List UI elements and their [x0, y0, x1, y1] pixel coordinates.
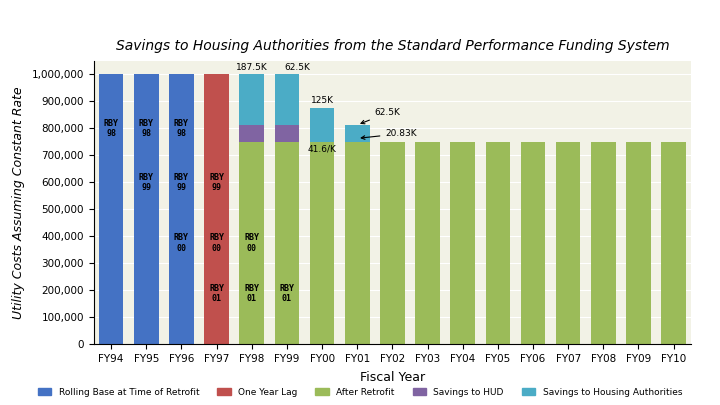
Text: RBY
00: RBY 00: [174, 233, 189, 253]
Bar: [169, 74, 194, 344]
Text: RBY
98: RBY 98: [174, 119, 189, 138]
Text: Cash Flows from Conservation Projects Using Standard PFS Funding: Cash Flows from Conservation Projects Us…: [0, 16, 720, 36]
Text: 41.6/K: 41.6/K: [307, 145, 336, 153]
Bar: [451, 142, 475, 344]
Bar: [345, 142, 369, 344]
Y-axis label: Utility Costs Assuming Constant Rate: Utility Costs Assuming Constant Rate: [12, 86, 24, 319]
Bar: [134, 74, 158, 344]
Text: RBY
00: RBY 00: [244, 233, 259, 253]
Bar: [99, 74, 124, 344]
Bar: [380, 142, 405, 344]
Bar: [521, 142, 545, 344]
Bar: [240, 142, 264, 344]
Text: 20.83K: 20.83K: [361, 129, 417, 139]
Bar: [626, 142, 651, 344]
Bar: [310, 142, 334, 344]
Bar: [415, 142, 440, 344]
Text: RBY
98: RBY 98: [104, 119, 119, 138]
Text: RBY
99: RBY 99: [174, 173, 189, 192]
Bar: [274, 142, 300, 344]
Text: RBY
01: RBY 01: [279, 284, 294, 303]
Bar: [240, 125, 264, 142]
Bar: [591, 142, 616, 344]
Text: 125K: 125K: [310, 96, 333, 105]
Bar: [274, 125, 300, 142]
Text: 62.5K: 62.5K: [361, 109, 401, 124]
X-axis label: Fiscal Year: Fiscal Year: [360, 371, 425, 384]
Bar: [556, 142, 580, 344]
Bar: [274, 74, 300, 125]
Bar: [345, 125, 369, 142]
Bar: [204, 74, 229, 344]
Text: RBY
99: RBY 99: [139, 173, 154, 192]
Text: 62.5K: 62.5K: [284, 62, 310, 72]
Bar: [661, 142, 686, 344]
Title: Savings to Housing Authorities from the Standard Performance Funding System: Savings to Housing Authorities from the …: [116, 38, 669, 53]
Text: RBY
01: RBY 01: [209, 284, 224, 303]
Bar: [240, 74, 264, 125]
Bar: [485, 142, 510, 344]
Legend: Rolling Base at Time of Retrofit, One Year Lag, After Retrofit, Savings to HUD, : Rolling Base at Time of Retrofit, One Ye…: [35, 384, 685, 401]
Text: RBY
98: RBY 98: [139, 119, 154, 138]
Bar: [310, 108, 334, 142]
Text: RBY
01: RBY 01: [244, 284, 259, 303]
Text: RBY
99: RBY 99: [209, 173, 224, 192]
Text: 187.5K: 187.5K: [236, 62, 268, 72]
Text: RBY
00: RBY 00: [209, 233, 224, 253]
